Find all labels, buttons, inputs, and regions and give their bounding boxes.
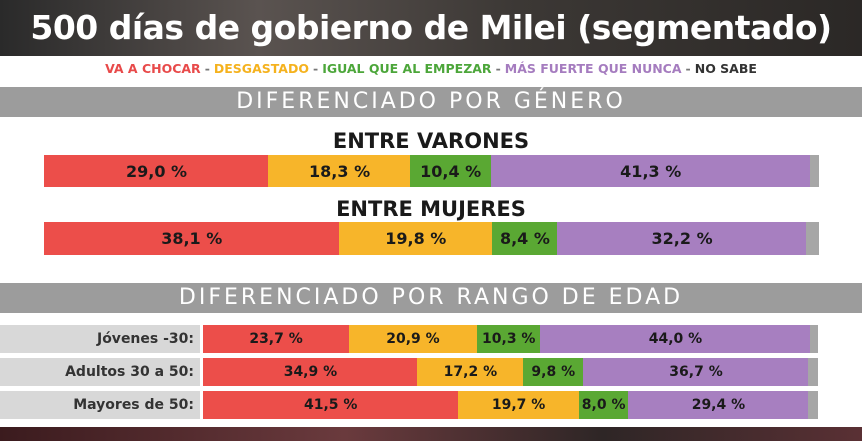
bar-segment-no-sabe <box>808 358 818 386</box>
bar-segment-mas-fuerte-que-nunca: 29,4 % <box>627 391 809 419</box>
legend-no-sabe: NO SABE <box>694 61 757 76</box>
bar-segment-no-sabe <box>806 222 819 255</box>
subtitle-mujeres: ENTRE MUJERES <box>336 197 526 221</box>
bar-segment-va-a-chocar: 34,9 % <box>203 358 418 386</box>
legend-igual-que-al-empezar: IGUAL QUE AL EMPEZAR <box>322 61 492 76</box>
bar-segment-igual-que-al-empezar: 8,0 % <box>578 391 629 419</box>
age-row-label: Mayores de 50: <box>73 397 194 413</box>
subtitle-varones: ENTRE VARONES <box>332 129 530 153</box>
title-banner <box>0 0 862 56</box>
bar-segment-mas-fuerte-que-nunca: 36,7 % <box>583 358 809 386</box>
bar-segment-igual-que-al-empezar: 10,3 % <box>476 325 541 353</box>
legend-separator: - <box>204 61 210 76</box>
bottom-banner <box>0 427 862 441</box>
bar-segment-mas-fuerte-que-nunca: 44,0 % <box>540 325 811 353</box>
legend-mas-fuerte-que-nunca: MÁS FUERTE QUE NUNCA <box>504 61 682 76</box>
bar-segment-igual-que-al-empezar: 9,8 % <box>522 358 584 386</box>
section-header-age: DIFERENCIADO POR RANGO DE EDAD <box>0 283 862 313</box>
bar-segment-va-a-chocar: 41,5 % <box>203 391 459 419</box>
bar-segment-no-sabe <box>808 391 818 419</box>
bar-segment-desgastado: 17,2 % <box>417 358 524 386</box>
age-row-background <box>0 391 200 419</box>
legend: VA A CHOCAR - DESGASTADO - IGUAL QUE AL EMPE… <box>0 61 862 81</box>
bar-segment-igual-que-al-empezar: 10,4 % <box>410 155 492 187</box>
legend-va-a-chocar: VA A CHOCAR <box>105 61 201 76</box>
legend-separator: - <box>685 61 691 76</box>
bar-segment-no-sabe <box>810 325 818 353</box>
section-header-gender: DIFERENCIADO POR GÉNERO <box>0 87 862 117</box>
bar-segment-desgastado: 20,9 % <box>348 325 478 353</box>
bar-segment-mas-fuerte-que-nunca: 41,3 % <box>490 155 811 187</box>
age-row-background <box>0 325 200 353</box>
bar-segment-igual-que-al-empezar: 8,4 % <box>492 222 558 255</box>
bar-segment-desgastado: 19,7 % <box>457 391 580 419</box>
age-row-background <box>0 358 200 386</box>
age-row-label: Adultos 30 a 50: <box>65 364 194 380</box>
bar-segment-va-a-chocar: 23,7 % <box>203 325 350 353</box>
chart-title: 500 días de gobierno de Milei (segmentad… <box>30 8 832 47</box>
age-row-label: Jóvenes -30: <box>96 331 194 347</box>
bar-segment-no-sabe <box>810 155 819 187</box>
legend-separator: - <box>495 61 501 76</box>
bar-segment-desgastado: 18,3 % <box>268 155 411 187</box>
legend-desgastado: DESGASTADO <box>213 61 309 76</box>
bar-segment-va-a-chocar: 38,1 % <box>44 222 340 255</box>
legend-separator: - <box>312 61 319 76</box>
bar-segment-va-a-chocar: 29,0 % <box>44 155 270 187</box>
bar-segment-mas-fuerte-que-nunca: 32,2 % <box>557 222 807 255</box>
bar-segment-desgastado: 19,8 % <box>338 222 493 255</box>
